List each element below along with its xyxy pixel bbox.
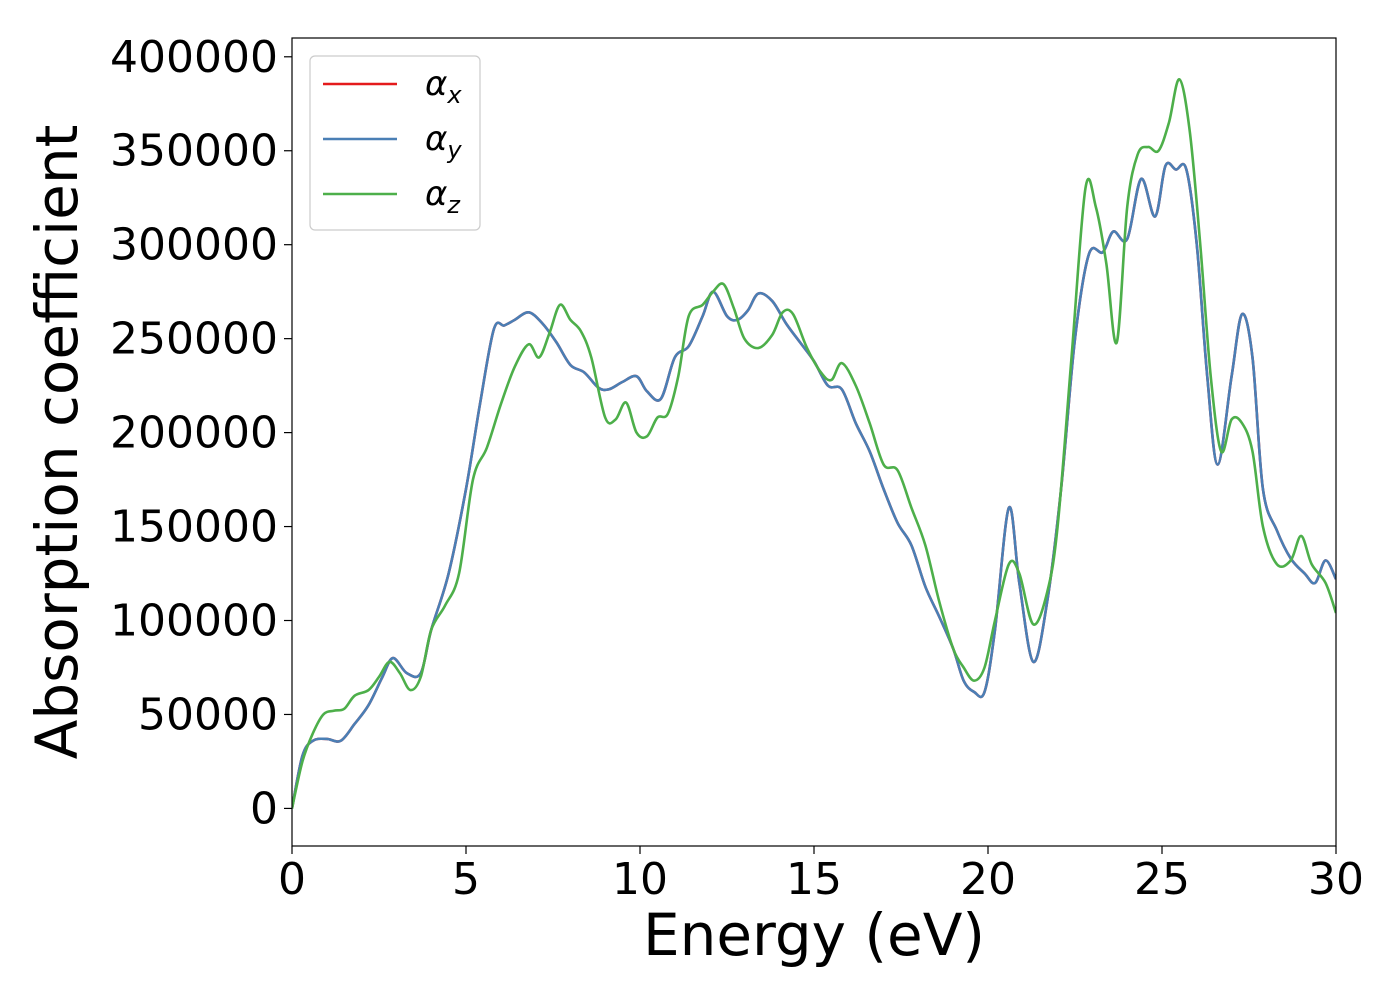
y-tick-label: 150000: [110, 502, 278, 553]
y-tick-label: 0: [250, 783, 278, 834]
series-layer: [292, 78, 1336, 809]
y-axis-ticks: 0 50000 100000 150000 200000 250000 300000 3500…: [110, 32, 292, 834]
legend-label-z: αz: [425, 174, 461, 219]
series-line-z: [292, 78, 1336, 809]
series-line-x: [292, 161, 1336, 809]
x-tick-label: 10: [612, 854, 668, 905]
x-tick-label: 25: [1134, 854, 1190, 905]
legend-label-y: αy: [425, 119, 462, 164]
x-tick-label: 30: [1308, 854, 1364, 905]
y-tick-label: 200000: [110, 408, 278, 459]
x-tick-label: 15: [786, 854, 842, 905]
y-tick-label: 300000: [110, 220, 278, 271]
legend-label-x: αx: [425, 64, 462, 109]
y-tick-label: 250000: [110, 314, 278, 365]
y-axis-label: Absorption coefficient: [23, 125, 91, 760]
x-axis-label: Energy (eV): [643, 901, 985, 969]
y-tick-label: 350000: [110, 126, 278, 177]
legend: αx αy αz: [309, 55, 481, 231]
legend-frame: [309, 55, 481, 231]
x-tick-label: 5: [452, 854, 480, 905]
series-line-y: [292, 161, 1336, 809]
y-tick-label: 50000: [138, 689, 278, 740]
x-axis-ticks: 0 5 10 15 20 25 30: [278, 846, 1364, 905]
x-tick-label: 20: [960, 854, 1016, 905]
x-tick-label: 0: [278, 854, 306, 905]
y-tick-label: 400000: [110, 32, 278, 83]
y-tick-label: 100000: [110, 596, 278, 647]
